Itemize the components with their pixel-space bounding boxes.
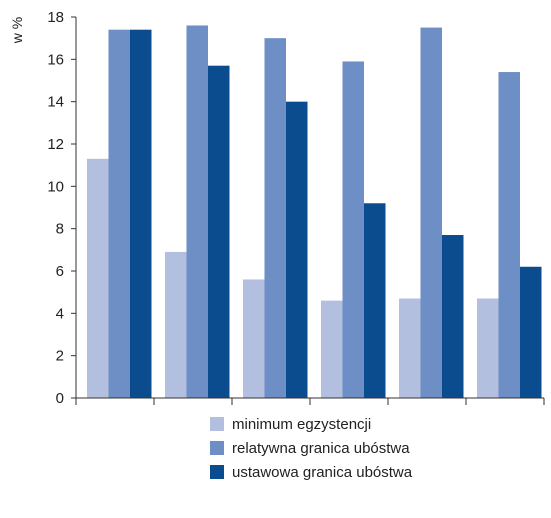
y-tick-label-0: 0 (56, 390, 64, 407)
bar-chart: 024681012141618200520062007200820092010 … (9, 9, 545, 410)
bar-2010-series-3 (520, 266, 542, 398)
y-axis-title: w % (9, 17, 25, 44)
bar-2008-series-3 (364, 203, 386, 398)
bar-2007-series-1 (243, 279, 265, 398)
bar-2006-series-2 (186, 25, 208, 398)
y-tick-label-12: 12 (47, 136, 64, 153)
x-tick-label-2009: 2009 (410, 407, 443, 410)
legend: minimum egzystencji relatywna granica ubó… (210, 412, 412, 484)
bar-2008-series-2 (342, 61, 364, 398)
bar-2005-series-2 (108, 29, 130, 398)
bar-2005-series-3 (130, 29, 152, 398)
bar-2007-series-3 (286, 101, 308, 399)
legend-label: ustawowa granica ubóstwa (232, 463, 413, 481)
y-tick-label-14: 14 (47, 94, 64, 111)
bar-2006-series-1 (165, 251, 187, 398)
y-tick-label-4: 4 (56, 305, 64, 322)
y-tick-label-2: 2 (56, 348, 64, 365)
x-tick-label-2005: 2005 (98, 407, 131, 410)
bar-2009-series-1 (399, 298, 421, 398)
bar-2009-series-3 (442, 235, 464, 398)
bar-2006-series-3 (208, 65, 230, 398)
x-tick-label-2007: 2007 (254, 407, 287, 410)
y-tick-label-18: 18 (47, 9, 64, 26)
y-tick-label-6: 6 (56, 263, 64, 280)
bar-2005-series-1 (87, 158, 109, 398)
legend-label: minimum egzystencji (232, 415, 372, 433)
x-tick-label-2010: 2010 (488, 407, 521, 410)
y-tick-label-8: 8 (56, 221, 64, 238)
axes-group: 0 2 4 6 8 10 12 14 16 18 2005 2006 2007 2008 2009 2010 (47, 9, 545, 410)
y-tick-label-10: 10 (47, 178, 64, 195)
legend-swatch (210, 417, 224, 431)
bar-2007-series-2 (264, 38, 286, 399)
bars-group (87, 25, 542, 399)
legend-swatch (210, 465, 224, 479)
bar-2010-series-2 (498, 72, 520, 399)
bar-2008-series-1 (321, 300, 343, 398)
legend-swatch (210, 441, 224, 455)
legend-label: relatywna granica ubóstwa (232, 439, 410, 457)
x-tick-label-2006: 2006 (176, 407, 209, 410)
bar-2010-series-1 (477, 298, 499, 398)
x-tick-label-2008: 2008 (332, 407, 365, 410)
legend-item-2: relatywna granica ubóstwa (210, 436, 412, 460)
y-tick-label-16: 16 (47, 51, 64, 68)
bar-2009-series-2 (420, 27, 442, 398)
legend-item-1: minimum egzystencji (210, 412, 412, 436)
legend-item-3: ustawowa granica ubóstwa (210, 460, 412, 484)
